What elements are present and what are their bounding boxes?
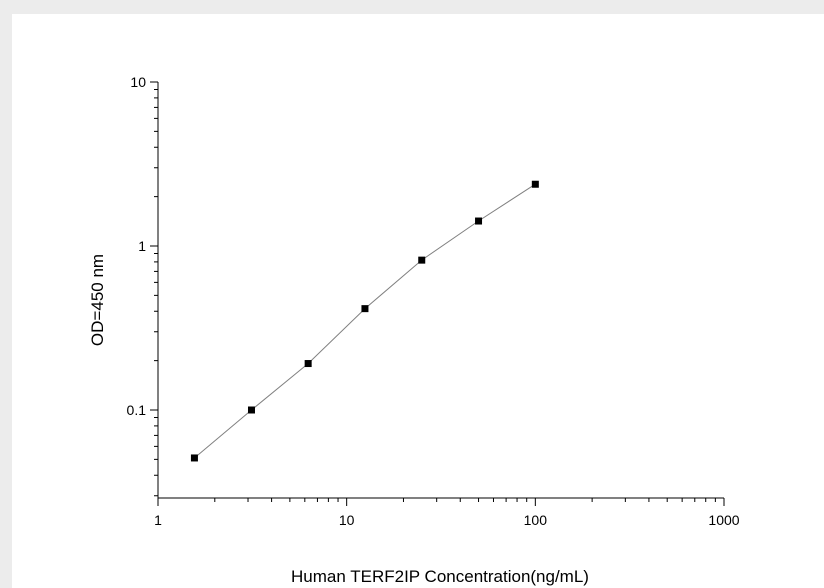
data-point	[475, 217, 483, 225]
x-tick-label: 10	[339, 512, 355, 528]
curve-line	[194, 183, 536, 459]
y-axis-title: OD=450 nm	[88, 254, 107, 346]
data-point	[190, 454, 198, 462]
x-axis-title: Human TERF2IP Concentration(ng/mL)	[291, 567, 589, 586]
data-point	[418, 256, 426, 264]
data-points	[190, 180, 539, 462]
y-tick-label: 1	[138, 238, 146, 254]
x-tick-label: 100	[524, 512, 548, 528]
data-point	[247, 406, 255, 414]
x-tick-label: 1000	[708, 512, 739, 528]
data-point	[361, 305, 369, 313]
y-tick-label: 0.1	[127, 402, 147, 418]
y-tick-label: 10	[130, 74, 146, 90]
data-point	[304, 360, 312, 368]
plot-frame	[12, 14, 824, 588]
x-tick-label: 1	[154, 512, 162, 528]
axes: 1 10 100 1000 0.1 1 10	[127, 74, 740, 528]
fit-curve	[194, 183, 536, 459]
data-point	[531, 180, 539, 188]
